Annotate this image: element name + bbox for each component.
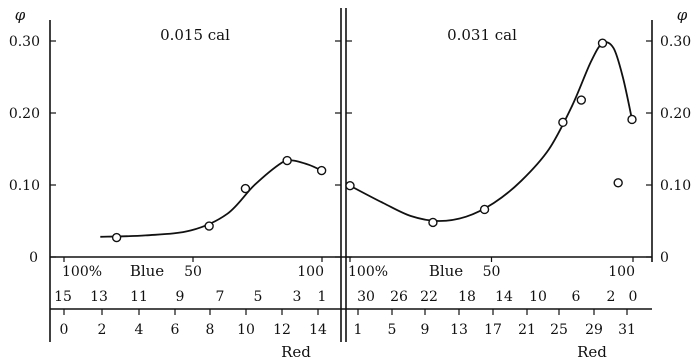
left-y-axis-label: φ bbox=[15, 6, 26, 24]
right-data-point bbox=[479, 204, 490, 215]
right-blue-tick-label: 26 bbox=[390, 289, 408, 305]
points-layer bbox=[111, 38, 637, 243]
right-red-tick-label: 1 bbox=[354, 322, 363, 338]
right-y-tick-label: 0.20 bbox=[660, 106, 691, 122]
left-blue-axis-label: Blue bbox=[130, 262, 164, 280]
right-panel-title: 0.031 cal bbox=[447, 26, 517, 44]
right-red-tick-label: 5 bbox=[388, 322, 397, 338]
left-blue-tick-label: 3 bbox=[293, 289, 302, 305]
right-red-tick-label: 13 bbox=[450, 322, 468, 338]
right-red-tick-label: 25 bbox=[550, 322, 568, 338]
left-data-point bbox=[282, 155, 292, 166]
left-blue-tick-label: 13 bbox=[90, 289, 108, 305]
left-y-tick-label: 0.30 bbox=[9, 34, 40, 50]
right-fit-curve bbox=[349, 41, 633, 222]
right-blue-tick-label: 14 bbox=[495, 289, 513, 305]
left-blue-tick-label: 11 bbox=[130, 289, 148, 305]
right-blue-tick-label: 18 bbox=[458, 289, 476, 305]
right-red-tick-label: 29 bbox=[585, 322, 603, 338]
left-red-tick-label: 6 bbox=[171, 322, 180, 338]
left-red-tick-label: 12 bbox=[273, 322, 291, 338]
curves-layer bbox=[100, 41, 633, 238]
right-blue-tick-label: 10 bbox=[529, 289, 547, 305]
left-red-tick-label: 10 bbox=[237, 322, 255, 338]
left-fit-curve bbox=[100, 159, 322, 238]
right-red-axis-label: Red bbox=[577, 343, 607, 360]
right-red-tick-label: 21 bbox=[518, 322, 536, 338]
right-data-point bbox=[627, 114, 637, 125]
right-y-axis-label: φ bbox=[677, 6, 688, 24]
right-data-point bbox=[613, 178, 623, 188]
left-red-tick-label: 0 bbox=[60, 322, 69, 338]
right-blue-axis-label: Blue bbox=[429, 262, 463, 280]
right-data-point bbox=[558, 117, 568, 128]
right-red-tick-label: 31 bbox=[618, 322, 636, 338]
right-blue-tick-label: 22 bbox=[420, 289, 438, 305]
left-pct-tick-label: 50 bbox=[184, 264, 202, 280]
left-data-point bbox=[111, 232, 122, 243]
left-pct-tick-label: 100 bbox=[297, 264, 324, 280]
right-data-point bbox=[597, 38, 608, 48]
left-red-tick-label: 4 bbox=[135, 322, 144, 338]
right-y-tick-label: 0.30 bbox=[660, 34, 691, 50]
right-pct-tick-label: 50 bbox=[483, 264, 501, 280]
left-blue-tick-label: 1 bbox=[318, 289, 327, 305]
left-blue-tick-label: 15 bbox=[54, 289, 72, 305]
labels-layer: 0.015 cal 0.031 cal φ φ Blue Blue Red Re… bbox=[9, 6, 691, 360]
left-y-tick-label: 0.20 bbox=[9, 106, 40, 122]
right-y-tick-label: 0 bbox=[660, 250, 669, 266]
right-red-tick-label: 17 bbox=[484, 322, 502, 338]
right-pct-tick-label: 100% bbox=[348, 264, 388, 280]
left-data-point bbox=[204, 221, 214, 231]
right-blue-tick-label: 0 bbox=[629, 289, 638, 305]
right-data-point bbox=[428, 217, 438, 228]
right-blue-tick-label: 2 bbox=[607, 289, 616, 305]
left-data-point bbox=[240, 183, 251, 194]
left-red-tick-label: 2 bbox=[98, 322, 107, 338]
left-red-axis-label: Red bbox=[281, 343, 311, 360]
left-red-tick-label: 8 bbox=[206, 322, 215, 338]
left-red-tick-label: 14 bbox=[309, 322, 327, 338]
left-y-tick-label: 0.10 bbox=[9, 178, 40, 194]
right-blue-tick-label: 6 bbox=[572, 289, 581, 305]
left-blue-tick-label: 5 bbox=[254, 289, 263, 305]
right-pct-tick-label: 100 bbox=[608, 264, 635, 280]
left-panel-title: 0.015 cal bbox=[160, 26, 230, 44]
right-data-point bbox=[576, 95, 587, 105]
left-blue-tick-label: 7 bbox=[216, 289, 225, 305]
left-pct-tick-label: 100% bbox=[62, 264, 102, 280]
right-red-tick-label: 9 bbox=[421, 322, 430, 338]
left-data-point bbox=[316, 165, 327, 176]
right-y-tick-label: 0.10 bbox=[660, 178, 691, 194]
left-y-tick-label: 0 bbox=[29, 250, 38, 266]
right-data-point bbox=[345, 181, 355, 191]
right-blue-tick-label: 30 bbox=[357, 289, 375, 305]
left-blue-tick-label: 9 bbox=[176, 289, 185, 305]
